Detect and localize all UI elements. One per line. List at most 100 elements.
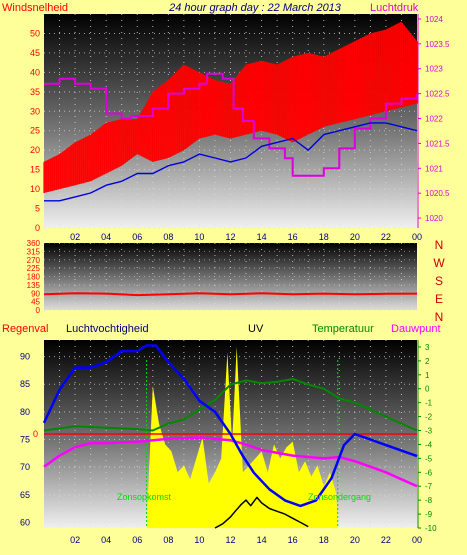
sunset-label: Zonsondergang xyxy=(308,492,371,502)
temperature-tick: 3 xyxy=(425,343,430,352)
time-tick: 12 xyxy=(225,535,235,545)
compass-label: N xyxy=(435,238,444,252)
temperature-tick: -1 xyxy=(425,399,433,408)
pressure-tick: 1023 xyxy=(425,65,443,74)
wind-speed-tick: 40 xyxy=(30,67,40,77)
time-tick: 22 xyxy=(381,232,391,242)
pressure-line xyxy=(44,72,418,177)
time-tick: 02 xyxy=(70,232,80,242)
temperature-ticks: 3 2 1 0 -1 -2 -3 -4 -5 -6 -7 -8 -9 -10 xyxy=(417,340,437,533)
time-tick: 20 xyxy=(350,535,360,545)
direction-series xyxy=(43,292,418,297)
time-tick: 02 xyxy=(70,535,80,545)
temperature-tick: -10 xyxy=(425,524,437,533)
humidity-tick: 90 xyxy=(20,352,30,362)
time-tick: 14 xyxy=(257,232,267,242)
chart-title: 24 hour graph day : 22 March 2013 xyxy=(168,2,342,14)
humidity-temperature-panel: Regenval Luchtvochtigheid UV Temperatuur… xyxy=(2,323,441,545)
pressure-tick: 1020 xyxy=(425,214,443,223)
temperature-axis-title: Temperatuur xyxy=(312,323,374,335)
time-tick: 00 xyxy=(412,535,422,545)
temperature-tick: 1 xyxy=(425,371,430,380)
sunrise-label: Zonsopkomst xyxy=(117,492,172,502)
uv-area xyxy=(146,347,338,528)
compass-label: E xyxy=(435,292,443,306)
direction-tick: 180 xyxy=(27,273,41,282)
time-tick: 06 xyxy=(132,535,142,545)
direction-tick: 225 xyxy=(27,264,41,273)
wind-time-ticks: 02 04 06 08 10 12 14 16 18 20 22 00 xyxy=(70,232,422,242)
dewpoint-axis-title: Dauwpunt xyxy=(391,323,441,335)
rain-zero-label: 0 xyxy=(33,429,38,439)
humidity-tick: 60 xyxy=(20,517,30,527)
humidity-line xyxy=(42,344,418,508)
humidity-tick: 65 xyxy=(20,490,30,500)
humidity-ticks: 60 65 70 75 80 85 90 xyxy=(20,352,30,528)
temperature-tick: -3 xyxy=(425,427,433,436)
wind-speed-ticks: 0 5 10 15 20 25 30 35 40 45 50 xyxy=(30,28,40,233)
direction-tick: 90 xyxy=(31,289,40,298)
rain-axis-title: Regenval xyxy=(2,323,48,335)
time-tick: 20 xyxy=(350,232,360,242)
time-tick: 06 xyxy=(132,232,142,242)
wind-average-line xyxy=(44,122,418,202)
pressure-tick: 1020.5 xyxy=(425,189,450,198)
time-tick: 10 xyxy=(194,232,204,242)
compass-label: N xyxy=(435,310,444,324)
solar-line xyxy=(214,496,309,529)
direction-tick: 315 xyxy=(27,247,41,256)
wind-speed-tick: 15 xyxy=(30,165,40,175)
temperature-tick: 2 xyxy=(425,357,430,366)
wind-pressure-panel: 24 hour graph day : 22 March 2013 Windsn… xyxy=(2,2,450,242)
compass-label: W xyxy=(433,256,445,270)
time-tick: 00 xyxy=(412,232,422,242)
temperature-tick: 0 xyxy=(425,385,430,394)
temperature-tick: -8 xyxy=(425,496,433,505)
wind-speed-tick: 20 xyxy=(30,145,40,155)
uv-axis-title: UV xyxy=(248,323,264,335)
wind-speed-tick: 45 xyxy=(30,48,40,58)
pressure-tick: 1022.5 xyxy=(425,90,450,99)
time-tick: 04 xyxy=(101,232,111,242)
time-tick: 16 xyxy=(288,232,298,242)
temperature-tick: -6 xyxy=(425,468,433,477)
wind-speed-tick: 25 xyxy=(30,126,40,136)
humidity-tick: 75 xyxy=(20,435,30,445)
wind-speed-tick: 50 xyxy=(30,28,40,38)
dewpoint-line xyxy=(43,436,418,488)
time-tick: 18 xyxy=(319,232,329,242)
temperature-tick: -7 xyxy=(425,482,433,491)
pressure-tick: 1021 xyxy=(425,164,443,173)
humidity-series xyxy=(42,344,418,529)
time-tick: 08 xyxy=(163,232,173,242)
time-tick: 18 xyxy=(319,535,329,545)
direction-tick: 45 xyxy=(31,298,40,307)
compass-label: S xyxy=(435,274,443,288)
direction-tick: 135 xyxy=(27,281,41,290)
wind-series xyxy=(43,21,418,202)
wind-speed-tick: 30 xyxy=(30,106,40,116)
temperature-tick: -2 xyxy=(425,413,433,422)
wind-direction-line xyxy=(43,292,418,297)
direction-tick: 360 xyxy=(27,239,41,248)
humidity-tick: 80 xyxy=(20,407,30,417)
humidity-tick: 85 xyxy=(20,379,30,389)
pressure-tick: 1023.5 xyxy=(425,40,450,49)
temperature-line xyxy=(43,378,418,432)
time-tick: 16 xyxy=(288,535,298,545)
pressure-tick: 1022 xyxy=(425,115,443,124)
direction-tick: 270 xyxy=(27,256,41,265)
humidity-axis-title: Luchtvochtigheid xyxy=(66,323,149,335)
time-tick: 08 xyxy=(163,535,173,545)
wind-speed-tick: 0 xyxy=(35,223,40,233)
temperature-tick: -4 xyxy=(425,440,433,449)
pressure-axis-title: Luchtdruk xyxy=(370,2,419,14)
wind-speed-axis-title: Windsnelheid xyxy=(2,2,68,14)
pressure-ticks: 1020 1020.5 1021 1021.5 1022 1022.5 1023 1023.5… xyxy=(417,14,450,228)
humidity-time-ticks: 02 04 06 08 10 12 14 16 18 20 22 00 xyxy=(70,535,422,545)
wind-speed-tick: 5 xyxy=(35,204,40,214)
